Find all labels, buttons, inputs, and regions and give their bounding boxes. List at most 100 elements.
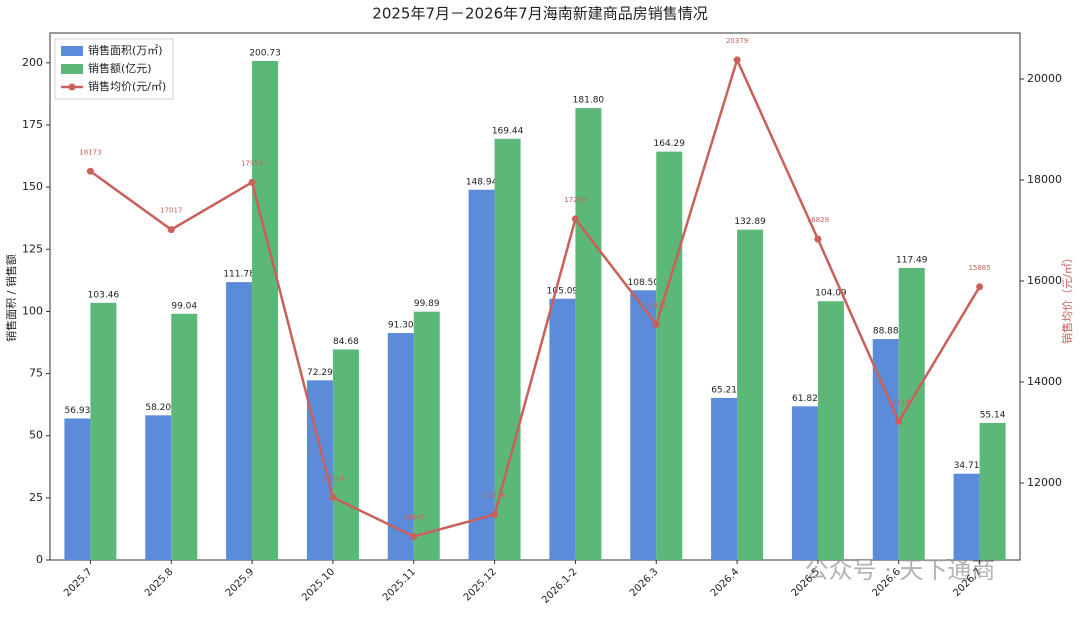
bar (791, 406, 818, 560)
y2-axis-label: 销售均价（元/㎡） (1060, 252, 1074, 344)
price-value-label: 10941 (403, 513, 425, 521)
bar-value-label: 56.93 (65, 406, 91, 416)
x-tick-label: 2025.11 (381, 566, 418, 603)
legend-label: 销售均价(元/㎡) (88, 79, 166, 93)
legend-label: 销售面积(万㎡) (88, 43, 163, 57)
bar-value-label: 55.14 (980, 410, 1006, 420)
y-tick-label: 150 (22, 180, 43, 193)
x-tick-label: 2025.12 (462, 566, 499, 603)
price-value-label: 17229 (564, 196, 586, 204)
legend-swatch (68, 83, 76, 91)
y2-tick-label: 12000 (1027, 476, 1062, 489)
bar (468, 189, 495, 561)
price-point (410, 532, 418, 540)
legend-label: 销售额(亿元) (88, 61, 152, 75)
price-value-label: 13219 (888, 398, 910, 406)
price-point (733, 56, 741, 64)
y-tick-label: 100 (22, 304, 43, 317)
bar (64, 418, 91, 560)
bar-value-label: 99.04 (171, 301, 197, 311)
y2-tick-label: 16000 (1027, 274, 1062, 287)
bar-value-label: 91.30 (388, 321, 414, 331)
bar (817, 301, 844, 560)
bar (332, 349, 359, 560)
y-tick-label: 175 (22, 118, 43, 131)
bar-value-label: 200.73 (249, 49, 281, 59)
bar (252, 61, 279, 561)
bar-value-label: 108.50 (628, 278, 660, 288)
bar (387, 333, 414, 560)
bar (171, 313, 198, 560)
x-tick-label: 2025.7 (62, 566, 95, 599)
bar (737, 229, 764, 560)
bar (575, 108, 602, 561)
price-point (571, 215, 579, 223)
bar (549, 298, 576, 560)
price-point (167, 226, 175, 234)
bar (979, 422, 1006, 560)
price-value-label: 15142 (645, 301, 667, 309)
y-tick-label: 75 (29, 367, 43, 380)
price-point (976, 283, 984, 291)
y2-tick-label: 20000 (1027, 72, 1062, 85)
bar-value-label: 148.94 (466, 177, 498, 187)
y2-tick-label: 18000 (1027, 173, 1062, 186)
bar-value-label: 117.49 (896, 255, 928, 265)
price-value-label: 18173 (79, 148, 101, 156)
y-tick-label: 0 (36, 553, 43, 566)
bar (413, 311, 440, 560)
bar-value-label: 88.88 (873, 327, 899, 337)
y-axis-label: 销售面积 / 销售额 (4, 254, 18, 342)
bar-value-label: 61.82 (792, 394, 818, 404)
bar-value-label: 104.09 (815, 289, 847, 299)
price-point (329, 493, 337, 501)
x-tick-label: 2025.9 (224, 566, 257, 599)
bar-value-label: 105.09 (547, 286, 579, 296)
price-value-label: 16829 (807, 216, 829, 224)
price-value-label: 15885 (968, 264, 990, 272)
price-value-label: 11714 (322, 474, 345, 482)
x-tick-label: 2025.8 (143, 566, 176, 599)
x-tick-label: 2026.1-2 (540, 566, 580, 606)
bar-value-label: 132.89 (734, 217, 766, 227)
x-tick-label: 2026.4 (709, 566, 742, 599)
price-point (814, 235, 822, 243)
bar (872, 339, 899, 560)
legend-swatch (61, 64, 83, 74)
y2-tick-label: 14000 (1027, 375, 1062, 388)
bar (145, 415, 172, 560)
bar-value-label: 169.44 (492, 126, 524, 136)
price-value-label: 20379 (726, 37, 748, 45)
price-point (491, 511, 499, 519)
y-tick-label: 50 (29, 429, 43, 442)
bar-value-label: 34.71 (954, 461, 980, 471)
price-point (86, 167, 94, 175)
price-point (652, 320, 660, 328)
x-tick-label: 2025.10 (300, 566, 337, 603)
price-line (89, 56, 981, 538)
chart-title: 2025年7月－2026年7月海南新建商品房销售情况 (372, 5, 707, 23)
y-tick-label: 25 (29, 491, 43, 504)
price-point (895, 417, 903, 425)
bar-value-label: 72.29 (307, 368, 333, 378)
x-tick-label: 2026.3 (628, 566, 661, 599)
bar-value-label: 111.78 (223, 270, 255, 280)
legend-swatch (61, 46, 83, 56)
bar-value-label: 103.46 (88, 290, 120, 300)
y-tick-label: 125 (22, 242, 43, 255)
bar-value-label: 65.21 (711, 385, 737, 395)
bar-value-label: 99.89 (414, 299, 440, 309)
bar-value-label: 84.68 (333, 337, 359, 347)
bar (630, 290, 657, 560)
y-tick-label: 200 (22, 56, 43, 69)
bar-value-label: 181.80 (573, 96, 605, 106)
bar (494, 138, 521, 560)
bar (953, 473, 980, 560)
bar (711, 397, 738, 560)
plot-frame (49, 32, 1021, 561)
bar (90, 302, 117, 560)
price-value-label: 17017 (160, 207, 182, 215)
bar (226, 282, 253, 560)
bar-value-label: 58.20 (145, 403, 171, 413)
